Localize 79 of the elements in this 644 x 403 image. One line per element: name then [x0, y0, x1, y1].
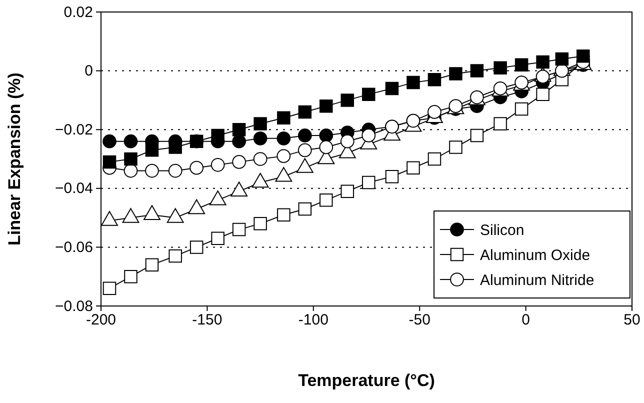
point: [554, 64, 569, 78]
legend-label: Aluminum Nitride: [480, 272, 594, 289]
point: [145, 258, 159, 272]
point: [277, 208, 290, 222]
x-tick-label: -100: [298, 312, 328, 329]
point: [494, 61, 507, 74]
point: [470, 64, 484, 78]
point: [254, 217, 267, 230]
point: [232, 155, 246, 169]
point: [211, 232, 224, 246]
point: [536, 55, 550, 69]
legend-label: Silicon: [480, 222, 524, 239]
point: [190, 240, 204, 254]
point: [362, 176, 376, 190]
point: [406, 76, 420, 90]
point: [102, 155, 116, 169]
point: [340, 134, 354, 148]
point: [470, 128, 484, 142]
point: [494, 117, 507, 130]
y-tick-label: −0.04: [55, 180, 93, 198]
point: [449, 140, 462, 154]
point: [232, 122, 246, 136]
point: [190, 160, 204, 175]
point: [276, 132, 291, 146]
point: [210, 158, 225, 172]
point: [514, 58, 528, 72]
point: [102, 134, 116, 148]
point: [319, 128, 334, 142]
x-tick-label: -50: [408, 312, 430, 329]
point: [428, 105, 442, 119]
point: [385, 170, 399, 184]
point: [254, 117, 267, 130]
point: [298, 202, 312, 216]
point: [514, 102, 528, 116]
point: [406, 161, 420, 174]
point: [298, 143, 312, 158]
point: [168, 164, 182, 178]
point: [124, 152, 138, 166]
y-tick-label: −0.06: [55, 239, 93, 256]
point: [576, 49, 590, 63]
point: [362, 88, 376, 101]
point: [555, 52, 569, 66]
point: [190, 134, 204, 148]
point: [145, 144, 159, 157]
point: [340, 184, 354, 198]
point: [253, 152, 268, 166]
point: [102, 282, 116, 295]
point: [232, 222, 246, 236]
point: [168, 249, 182, 263]
point: [253, 132, 268, 146]
point: [168, 140, 182, 154]
point: [124, 270, 138, 284]
point: [319, 140, 334, 154]
x-tick-label: 50: [624, 312, 640, 329]
point: [124, 134, 138, 148]
point: [340, 94, 354, 107]
point: [298, 128, 312, 142]
y-tick-label: 0: [84, 62, 93, 80]
y-tick-label: −0.02: [55, 121, 93, 138]
y-axis-title: Linear Expansion (%): [5, 72, 24, 246]
point: [428, 152, 442, 166]
x-tick-label: 0: [522, 312, 530, 329]
point: [232, 134, 246, 148]
point: [320, 99, 333, 113]
point: [428, 72, 442, 86]
point: [277, 111, 290, 124]
x-axis-title: Temperature (°C): [298, 371, 435, 390]
y-tick-label: 0.02: [64, 4, 93, 21]
point: [276, 149, 291, 163]
point: [145, 164, 159, 178]
point: [362, 128, 376, 142]
point: [449, 67, 462, 80]
point: [536, 88, 550, 101]
x-tick-label: -150: [192, 312, 222, 329]
point: [536, 70, 550, 84]
point: [298, 105, 312, 119]
point: [385, 82, 399, 96]
point: [320, 194, 333, 207]
legend-label: Aluminum Oxide: [480, 246, 590, 264]
